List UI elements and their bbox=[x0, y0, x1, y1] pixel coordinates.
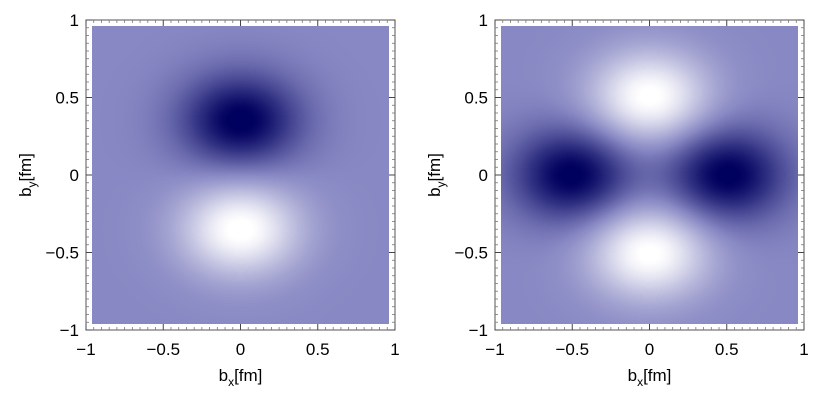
y-tick-label-0-3: 0.5 bbox=[55, 89, 79, 108]
y-tick-label-0-4: 1 bbox=[70, 11, 79, 30]
y-tick-1-4: 1 bbox=[479, 11, 804, 30]
x-tick-1-3: 0.5 bbox=[715, 20, 739, 359]
x-axis-label-0: bx[fm] bbox=[219, 366, 263, 389]
y-tick-label-0-1: −0.5 bbox=[45, 244, 79, 263]
plot-svg-1: −1 −0.5 0 0.5 1 −1 −0.5 0 0.5 1 bx[fm] by[fm] bbox=[425, 11, 809, 389]
x-tick-label-1-2: 0 bbox=[645, 340, 654, 359]
y-tick-1-0: −1 bbox=[469, 321, 804, 340]
density-heatmap-1 bbox=[501, 26, 798, 324]
x-tick-label-1-4: 1 bbox=[799, 340, 808, 359]
y-tick-0-4: 1 bbox=[70, 11, 395, 30]
y-tick-1-1: −0.5 bbox=[454, 244, 804, 263]
x-tick-label-1-1: −0.5 bbox=[555, 340, 589, 359]
left-density-plot: −1 −0.5 0 0.5 1 −1 −0.5 0 0.5 1 bx[fm] by[fm] bbox=[0, 0, 408, 402]
y-tick-0-0: −1 bbox=[60, 321, 395, 340]
x-tick-label-0-4: 1 bbox=[390, 340, 399, 359]
minor-ticks-1 bbox=[495, 20, 804, 330]
y-tick-1-3: 0.5 bbox=[464, 89, 804, 108]
right-density-plot: −1 −0.5 0 0.5 1 −1 −0.5 0 0.5 1 bx[fm] by[fm] bbox=[409, 0, 817, 402]
y-tick-0-3: 0.5 bbox=[55, 89, 395, 108]
x-tick-0-2: 0 bbox=[236, 20, 245, 359]
y-tick-label-0-2: 0 bbox=[70, 166, 79, 185]
x-tick-label-0-1: −0.5 bbox=[146, 340, 180, 359]
x-tick-label-0-0: −1 bbox=[76, 340, 95, 359]
y-tick-label-1-0: −1 bbox=[469, 321, 488, 340]
y-tick-label-0-0: −1 bbox=[60, 321, 79, 340]
x-tick-1-2: 0 bbox=[645, 20, 654, 359]
y-tick-label-1-4: 1 bbox=[479, 11, 488, 30]
x-axis-label-1: bx[fm] bbox=[628, 366, 672, 389]
minor-ticks-0 bbox=[86, 20, 395, 330]
x-tick-0-1: −0.5 bbox=[146, 20, 180, 359]
x-tick-1-1: −0.5 bbox=[555, 20, 589, 359]
x-tick-label-1-3: 0.5 bbox=[715, 340, 739, 359]
x-tick-label-0-3: 0.5 bbox=[306, 340, 330, 359]
x-tick-label-1-0: −1 bbox=[485, 340, 504, 359]
y-axis-label-1: by[fm] bbox=[425, 153, 448, 197]
x-tick-1-4: 1 bbox=[799, 20, 809, 359]
x-tick-0-3: 0.5 bbox=[306, 20, 330, 359]
plot-svg-0: −1 −0.5 0 0.5 1 −1 −0.5 0 0.5 1 bx[fm] by[fm] bbox=[16, 11, 400, 389]
x-tick-0-4: 1 bbox=[390, 20, 400, 359]
y-tick-0-1: −0.5 bbox=[45, 244, 395, 263]
x-tick-1-0: −1 bbox=[485, 20, 505, 359]
y-tick-label-1-3: 0.5 bbox=[464, 89, 488, 108]
y-tick-0-2: 0 bbox=[70, 166, 395, 185]
density-heatmap-0 bbox=[92, 26, 389, 324]
y-tick-label-1-2: 0 bbox=[479, 166, 488, 185]
x-tick-label-0-2: 0 bbox=[236, 340, 245, 359]
y-tick-1-2: 0 bbox=[479, 166, 804, 185]
x-tick-0-0: −1 bbox=[76, 20, 96, 359]
y-tick-label-1-1: −0.5 bbox=[454, 244, 488, 263]
y-axis-label-0: by[fm] bbox=[16, 153, 39, 197]
